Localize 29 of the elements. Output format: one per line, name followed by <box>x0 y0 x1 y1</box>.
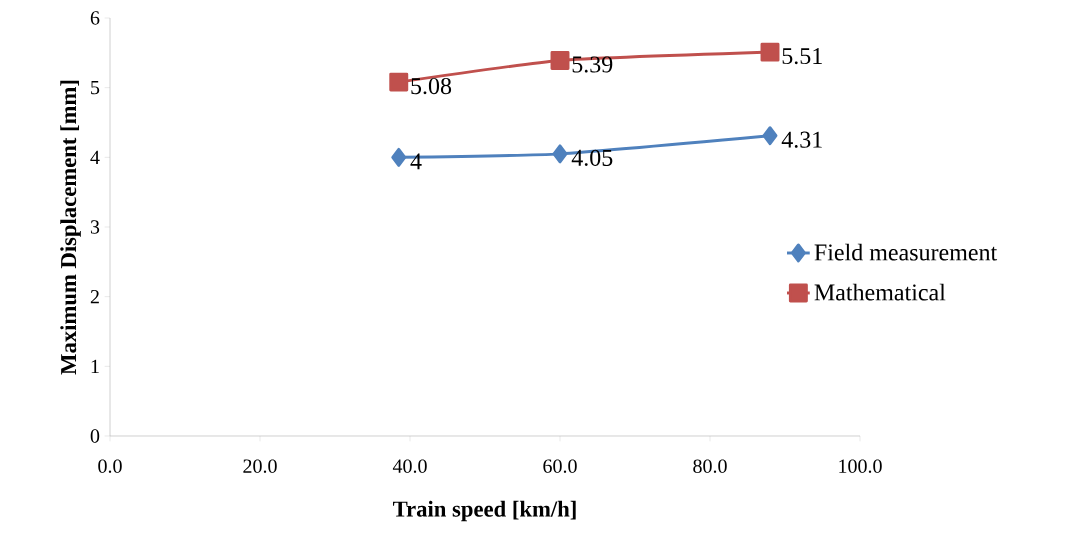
point <box>550 51 570 70</box>
x-tick-label: 100.0 <box>839 459 882 473</box>
point <box>760 42 780 62</box>
point <box>552 144 568 164</box>
y-tick-label: 3 <box>90 220 100 234</box>
data-label: 5.51 <box>782 48 822 65</box>
data-label: 5.08 <box>411 77 452 95</box>
x-axis-title: Train speed [km/h] <box>393 500 576 522</box>
point <box>389 72 409 92</box>
x-tick-label: 0.0 <box>98 459 122 473</box>
y-tick-label: 4 <box>90 150 100 164</box>
data-label: 4.31 <box>781 131 822 148</box>
data-label: 4 <box>410 153 422 170</box>
legend-label: Field measurement <box>814 243 998 261</box>
y-tick-label: 0 <box>90 429 100 443</box>
data-label: 5.39 <box>572 56 613 73</box>
x-tick-label: 20.0 <box>243 459 277 473</box>
y-axis-title: Maximum Displacement [mm] <box>60 80 81 375</box>
data-label: 4.05 <box>571 149 613 166</box>
y-tick-label: 5 <box>91 81 100 95</box>
y-tick-label: 6 <box>90 11 100 25</box>
x-tick-label: 40.0 <box>392 459 427 473</box>
x-tick-label: 80.0 <box>693 459 727 473</box>
legend-label: Mathematical <box>814 283 946 301</box>
y-tick-label: 1 <box>91 359 99 373</box>
point <box>762 126 778 146</box>
x-tick-label: 60.0 <box>543 459 577 473</box>
point <box>391 147 407 167</box>
y-tick-label: 2 <box>90 290 99 304</box>
